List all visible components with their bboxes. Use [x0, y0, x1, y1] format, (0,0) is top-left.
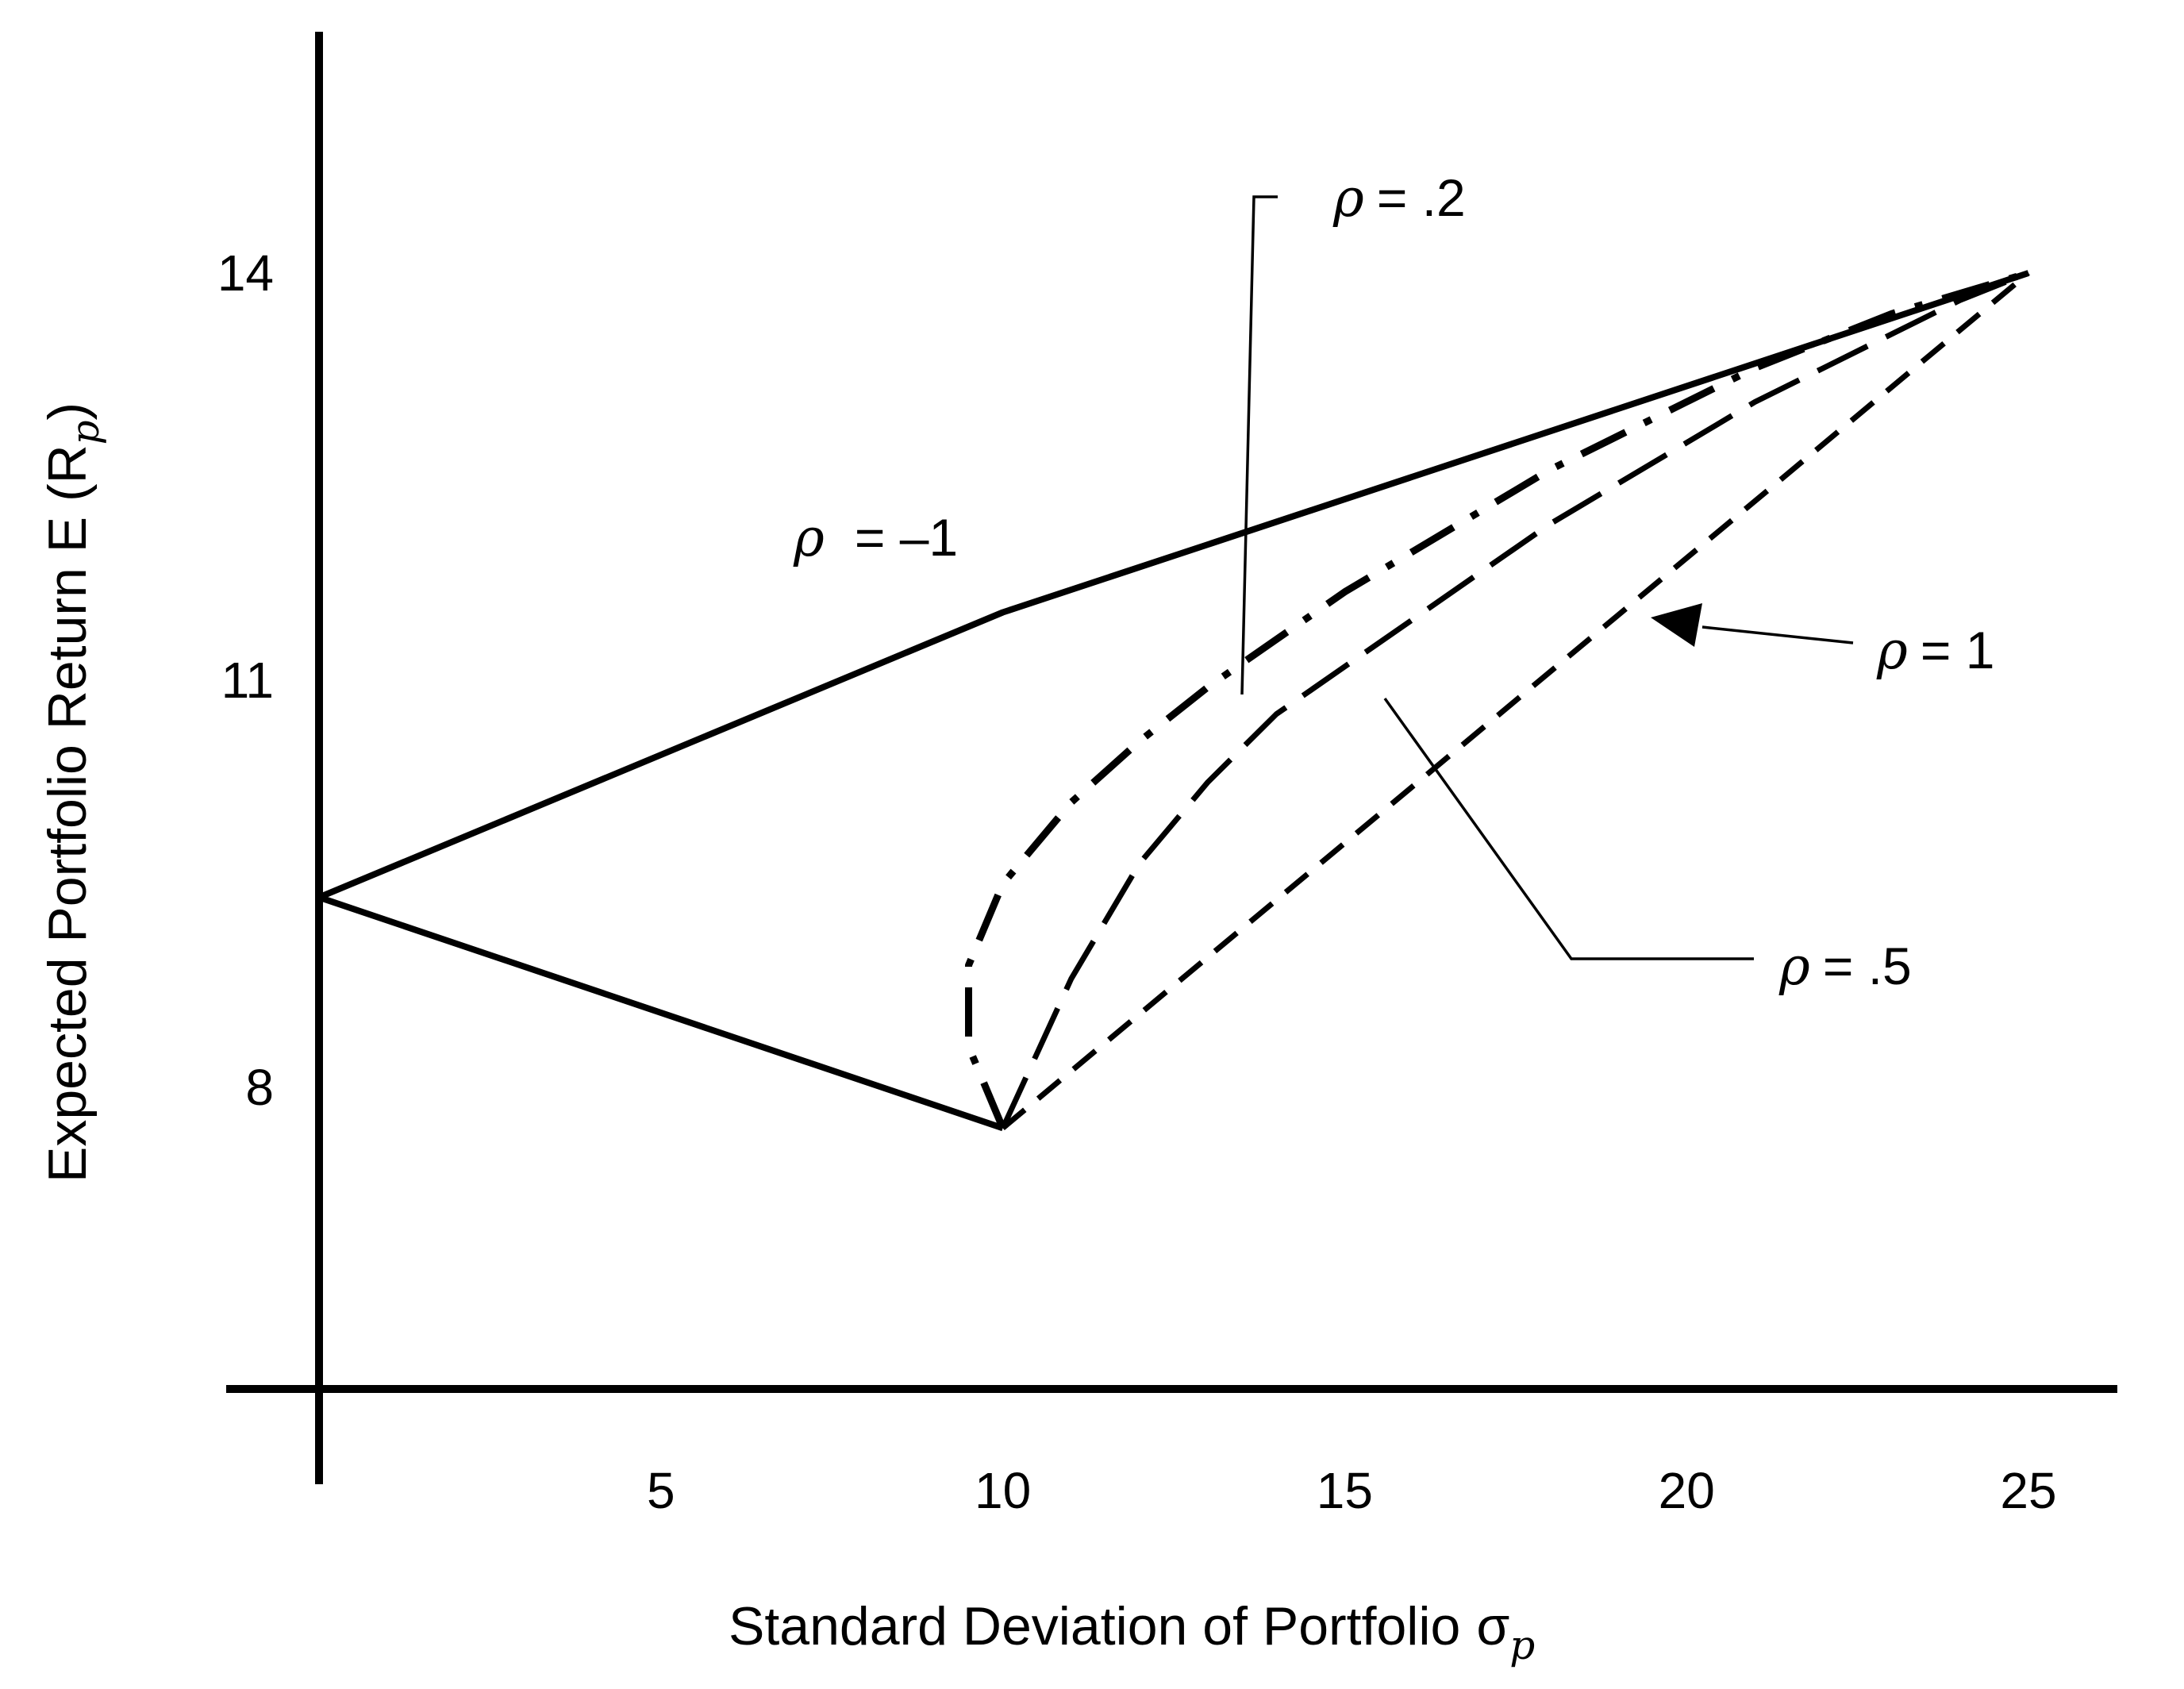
series-line-3 — [1001, 271, 2031, 1130]
label-rho-minus-1: ρ = –1 — [793, 507, 958, 568]
label-rho-0.2: ρ = .2 — [1332, 167, 1466, 229]
tick-labels: 5 10 15 20 25 8 11 14 — [217, 244, 2057, 1519]
series-line-2 — [1000, 270, 2030, 1129]
y-tick-label: 14 — [217, 244, 274, 302]
series-lines — [317, 269, 2031, 1132]
y-tick-label: 8 — [245, 1059, 274, 1116]
label-rho-1: ρ = 1 — [1876, 620, 1994, 681]
leader-rho-1 — [1701, 625, 1854, 644]
x-tick-label: 15 — [1317, 1462, 1373, 1519]
arrowhead-rho-1 — [1651, 603, 1702, 647]
x-tick-label: 5 — [647, 1462, 675, 1519]
series-line-1 — [965, 269, 2030, 1130]
y-axis-title: Expected Portfolio Return E (Rp) — [37, 402, 108, 1183]
leader-rho-0.5 — [1383, 697, 1754, 960]
y-tick-label: 11 — [221, 652, 274, 709]
leader-rho-0.2 — [1240, 195, 1278, 695]
x-tick-label: 20 — [1659, 1462, 1715, 1519]
series-line-0-b — [317, 894, 1004, 1132]
series-line-0 — [317, 270, 2030, 901]
x-tick-label: 25 — [2000, 1462, 2056, 1519]
x-tick-label: 10 — [975, 1462, 1031, 1519]
label-rho-0.5: ρ = .5 — [1778, 936, 1912, 997]
x-axis-title: Standard Deviation of Portfolio σp — [729, 1596, 1535, 1668]
